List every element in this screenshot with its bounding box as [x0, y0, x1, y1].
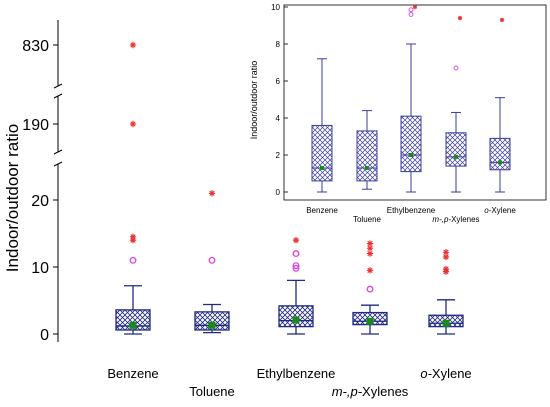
inset-outlier-circle-ethylbenzene [408, 7, 414, 13]
inset-y-tick-label: 6 [276, 77, 281, 86]
mean-marker-toluene [208, 321, 216, 329]
outlier-star-m-p-xylenes [366, 245, 374, 252]
inset-outlier-star-m-p-xylenes [457, 15, 463, 21]
inset-mean-marker-o-xylene [498, 160, 502, 165]
inset-y-axis-label: Indoor/outdoor ratio [249, 61, 259, 140]
outlier-star-o-xylene [442, 249, 450, 256]
main-y-tick-label: 190 [22, 117, 49, 134]
inset-frame-background [244, 0, 550, 202]
inset-box-ethylbenzene [400, 115, 422, 173]
outlier-star-benzene [129, 233, 137, 241]
outlier-circle-toluene [208, 256, 216, 264]
outlier-star-m-p-xylenes [366, 250, 374, 257]
main-y-axis-label: Indoor/outdoor ratio [3, 124, 22, 272]
main-axes: 0 10 20 190 830 [22, 20, 63, 344]
inset-category-label-benzene: Benzene [306, 206, 338, 215]
inset-y-tick-label: 0 [276, 188, 281, 197]
outlier-star-benzene [129, 41, 137, 49]
inset-y-tick-label: 8 [276, 40, 281, 49]
outlier-star-benzene [129, 237, 137, 244]
main-axis-break-mark [53, 83, 63, 89]
outlier-circle-ethylbenzene [292, 262, 300, 270]
mean-marker-m-p-xylenes [366, 317, 374, 325]
inset-mean-marker-toluene [365, 165, 369, 170]
inset-mean-marker-m-p-xylenes [454, 154, 458, 159]
main-axis-break-mark [53, 93, 63, 99]
mean-marker-o-xylene [442, 319, 450, 327]
inset-outlier-star-o-xylene [499, 17, 505, 23]
outlier-circle-ethylbenzene [292, 250, 300, 258]
outlier-star-toluene [208, 190, 216, 197]
main-y-tick-label: 20 [31, 193, 49, 210]
inset-y-tick-label: 2 [276, 151, 281, 160]
inset-y-tick-label: 10 [271, 3, 280, 12]
main-plot-marks [115, 41, 464, 335]
inset-plot-marks [311, 4, 511, 193]
outlier-star-m-p-xylenes [366, 240, 374, 247]
outlier-circle-benzene [129, 256, 137, 264]
outlier-star-m-p-xylenes [366, 267, 374, 274]
inset-category-label-o-xylene: o-Xylene [484, 206, 516, 215]
main-axis-break-mark [53, 161, 63, 167]
main-category-labels: Benzene Toluene Ethylbenzene m-,p-Xylenes o-… [107, 366, 471, 399]
inset-outlier-circle-m-p-xylenes [453, 65, 459, 71]
main-category-label-ethylbenzene: Ethylbenzene [257, 366, 336, 381]
main-category-label-o-xylene: o-Xylene [420, 366, 471, 381]
main-y-tick-label: 830 [22, 38, 49, 55]
inset-category-label-m-p-xylenes: m-,p-Xylenes [432, 215, 479, 224]
outlier-star-o-xylene [442, 265, 450, 273]
outlier-star-o-xylene [442, 253, 450, 261]
inset-box-benzene [311, 124, 333, 182]
inset-outlier-circle-ethylbenzene [408, 11, 414, 17]
box-ethylbenzene [278, 305, 314, 328]
inset-box-toluene [356, 130, 378, 182]
main-axis-break-mark [53, 149, 63, 155]
box-benzene [115, 309, 151, 331]
inset-mean-marker-ethylbenzene [409, 153, 413, 157]
main-category-label-benzene: Benzene [107, 366, 158, 381]
mean-marker-ethylbenzene [292, 316, 300, 324]
outlier-star-benzene [129, 120, 137, 128]
inset-outlier-star-ethylbenzene [412, 4, 418, 10]
inset-box-m-p-xylenes [445, 132, 467, 167]
outlier-star-ethylbenzene [292, 237, 300, 244]
inset-category-label-ethylbenzene: Ethylbenzene [387, 206, 436, 215]
inset-box-plot: Indoor/outdoor ratio 0 2 4 6 8 10 Benzene Tolu… [244, 0, 550, 224]
main-y-tick-label: 10 [31, 260, 49, 277]
main-category-label-toluene: Toluene [189, 384, 235, 399]
inset-category-label-toluene: Toluene [353, 215, 382, 224]
inset-box-o-xylene [489, 137, 511, 171]
outlier-circle-ethylbenzene [292, 264, 300, 272]
mean-marker-benzene [129, 321, 137, 329]
outlier-circle-m-p-xylenes [366, 285, 374, 293]
inset-mean-marker-benzene [320, 165, 324, 170]
main-y-tick-label: 0 [40, 327, 49, 344]
inset-y-tick-label: 4 [276, 114, 281, 123]
main-category-label-m-p-xylenes: m-,p-Xylenes [332, 384, 409, 399]
